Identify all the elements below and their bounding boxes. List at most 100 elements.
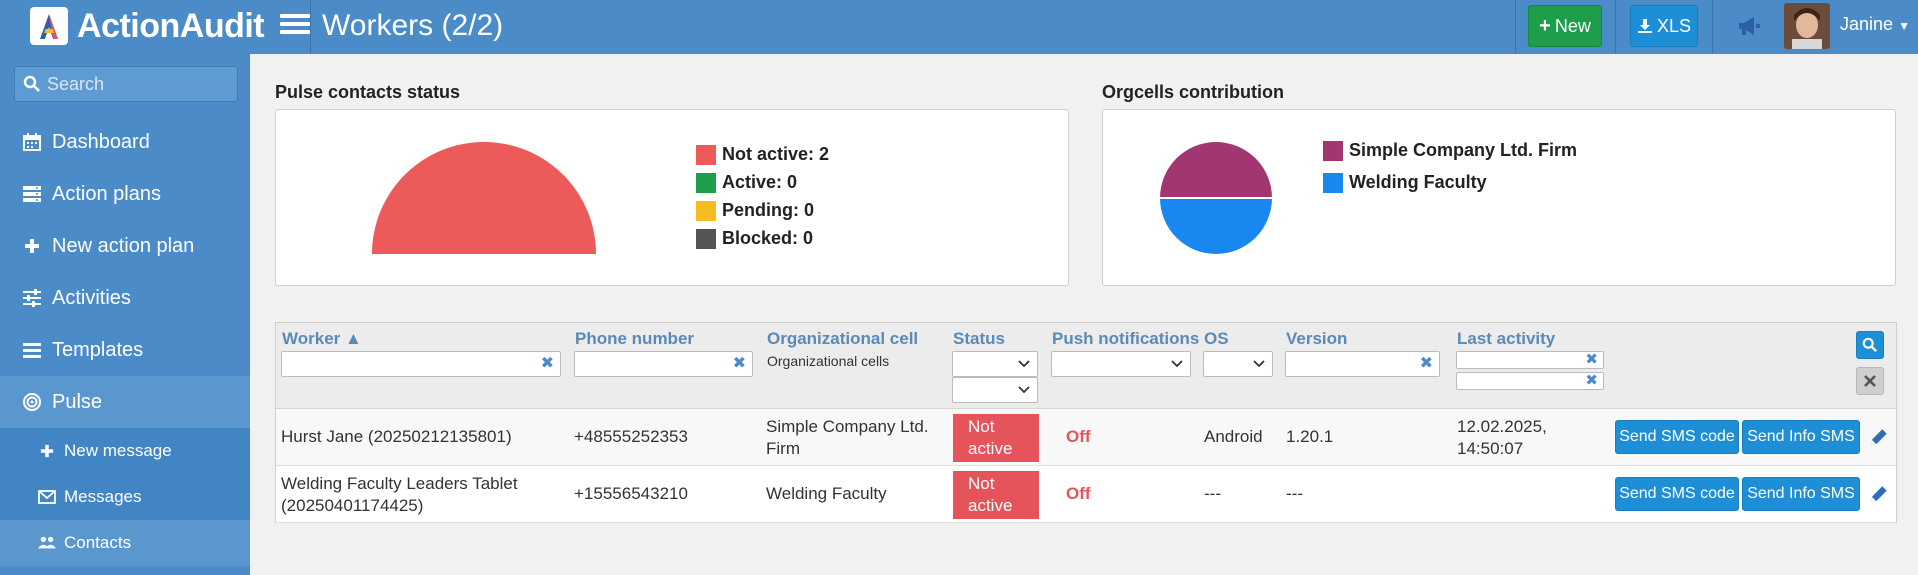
logo[interactable]: ActionAudit bbox=[30, 6, 265, 46]
table-row: Hurst Jane (20250212135801) +48555252353… bbox=[276, 409, 1896, 466]
send-info-sms-button[interactable]: Send Info SMS bbox=[1742, 477, 1860, 511]
sidebar-subitem-new-message[interactable]: New message bbox=[0, 428, 250, 474]
last-activity-time: 14:50:07 bbox=[1457, 439, 1524, 458]
column-header-version[interactable]: Version bbox=[1286, 329, 1348, 348]
divider bbox=[310, 0, 311, 54]
column-header-worker[interactable]: Worker ▲ bbox=[282, 329, 362, 348]
legend-label: Pending: 0 bbox=[722, 200, 815, 220]
sidebar-subitem-contacts[interactable]: Contacts bbox=[0, 520, 250, 566]
chevron-down-icon bbox=[1018, 386, 1030, 394]
sidebar-item-dashboard[interactable]: Dashboard bbox=[0, 116, 250, 168]
search-input[interactable] bbox=[47, 73, 237, 95]
push-status: Off bbox=[1066, 484, 1091, 503]
clear-icon[interactable]: ✖ bbox=[540, 355, 554, 372]
legend-item-active: Active: 0 bbox=[696, 172, 797, 193]
pencil-icon[interactable] bbox=[1868, 483, 1890, 505]
sidebar-item-label: Dashboard bbox=[52, 130, 150, 153]
os-value: Android bbox=[1204, 427, 1263, 446]
orgcell-filter[interactable]: Organizational cells bbox=[767, 353, 890, 369]
orgcell-name: Welding Faculty bbox=[766, 484, 887, 503]
sidebar-search[interactable] bbox=[14, 66, 238, 102]
sidebar-subitem-messages[interactable]: Messages bbox=[0, 474, 250, 520]
worker-name[interactable]: Hurst Jane (20250212135801) bbox=[281, 427, 512, 446]
search-filter-button[interactable] bbox=[1856, 331, 1884, 359]
orgcell-line: Simple Company Ltd. bbox=[766, 417, 929, 436]
sidebar-subitem-label: Messages bbox=[64, 487, 142, 506]
clear-icon[interactable]: ✖ bbox=[1585, 372, 1598, 389]
last-activity-from-input[interactable]: ✖ bbox=[1456, 351, 1604, 369]
plus-icon bbox=[22, 236, 42, 256]
push-filter-select[interactable] bbox=[1051, 351, 1191, 377]
clear-filter-button[interactable] bbox=[1856, 367, 1884, 395]
server-icon bbox=[22, 184, 42, 204]
column-header-last-activity[interactable]: Last activity bbox=[1457, 329, 1556, 348]
version-filter-input[interactable]: ✖ bbox=[1285, 351, 1440, 377]
column-header-phone[interactable]: Phone number bbox=[575, 329, 695, 348]
user-name: Janine bbox=[1840, 14, 1894, 34]
sidebar-item-activities[interactable]: Activities bbox=[0, 272, 250, 324]
sidebar-item-action-plans[interactable]: Action plans bbox=[0, 168, 250, 220]
envelope-icon bbox=[38, 488, 56, 506]
top-bar: ActionAudit Workers (2/2) + New XLS Jani… bbox=[0, 0, 1918, 54]
send-sms-code-button[interactable]: Send SMS code bbox=[1615, 420, 1739, 454]
divider bbox=[1712, 0, 1713, 54]
menu-toggle-icon[interactable] bbox=[280, 10, 310, 40]
pie-slice-welding-faculty[interactable] bbox=[1160, 198, 1272, 254]
legend-label: Welding Faculty bbox=[1349, 172, 1487, 192]
close-icon bbox=[1864, 375, 1876, 387]
pie-slice-not-active[interactable] bbox=[372, 142, 596, 254]
worker-name-line: (20250401174425) bbox=[281, 496, 424, 515]
version-value: --- bbox=[1286, 484, 1303, 503]
sliders-icon bbox=[22, 288, 42, 308]
column-header-push[interactable]: Push notifications bbox=[1052, 329, 1200, 348]
phone-number: +48555252353 bbox=[574, 427, 688, 446]
chevron-down-icon bbox=[1253, 360, 1265, 368]
megaphone-icon[interactable] bbox=[1736, 14, 1762, 38]
sidebar-subitem-label: New message bbox=[64, 441, 172, 460]
last-activity-to-input[interactable]: ✖ bbox=[1456, 372, 1604, 390]
os-filter-select[interactable] bbox=[1203, 351, 1273, 377]
search-icon bbox=[23, 75, 40, 92]
legend-item-not-active: Not active: 2 bbox=[696, 144, 829, 165]
pulse-status-panel: Not active: 2 Active: 0 Pending: 0 Block… bbox=[275, 109, 1069, 286]
worker-filter-input[interactable]: ✖ bbox=[281, 351, 561, 377]
sidebar-item-templates[interactable]: Templates bbox=[0, 324, 250, 376]
clear-icon[interactable]: ✖ bbox=[1419, 355, 1433, 372]
legend-item-simple-company: Simple Company Ltd. Firm bbox=[1323, 140, 1577, 161]
pulse-status-title: Pulse contacts status bbox=[275, 82, 461, 102]
sidebar: Dashboard Action plans New action plan A… bbox=[0, 54, 250, 575]
orgcells-chart bbox=[1160, 142, 1272, 254]
legend-swatch bbox=[696, 172, 716, 193]
worker-name[interactable]: Welding Faculty Leaders Tablet (20250401… bbox=[281, 473, 518, 517]
phone-filter-input[interactable]: ✖ bbox=[574, 351, 753, 377]
plus-icon: + bbox=[1539, 15, 1551, 37]
sidebar-item-label: Templates bbox=[52, 338, 144, 361]
column-header-orgcell[interactable]: Organizational cell bbox=[767, 329, 919, 348]
pencil-icon[interactable] bbox=[1868, 426, 1890, 448]
status-filter-select-2[interactable] bbox=[952, 377, 1038, 403]
page-title: Workers (2/2) bbox=[322, 9, 504, 42]
avatar[interactable] bbox=[1784, 3, 1830, 49]
sidebar-item-pulse[interactable]: Pulse bbox=[0, 376, 250, 428]
divider bbox=[1515, 0, 1516, 54]
clear-icon[interactable]: ✖ bbox=[1585, 351, 1598, 368]
xls-export-button[interactable]: XLS bbox=[1630, 5, 1698, 47]
column-header-status[interactable]: Status bbox=[953, 329, 1005, 348]
status-filter-select[interactable] bbox=[952, 351, 1038, 377]
status-line: active bbox=[968, 439, 1013, 458]
legend-swatch bbox=[696, 228, 716, 249]
send-info-sms-button[interactable]: Send Info SMS bbox=[1742, 420, 1860, 454]
clear-icon[interactable]: ✖ bbox=[732, 355, 746, 372]
table-row: Welding Faculty Leaders Tablet (20250401… bbox=[276, 466, 1896, 523]
new-button[interactable]: + New bbox=[1528, 5, 1602, 47]
legend-swatch bbox=[1323, 172, 1343, 193]
pie-slice-simple-company[interactable] bbox=[1160, 142, 1272, 198]
column-header-os[interactable]: OS bbox=[1204, 329, 1229, 348]
search-icon bbox=[1862, 337, 1878, 353]
calendar-icon bbox=[22, 132, 42, 152]
pulse-status-chart bbox=[372, 142, 596, 254]
sidebar-item-new-action-plan[interactable]: New action plan bbox=[0, 220, 250, 272]
user-menu[interactable]: Janine ▼ bbox=[1840, 14, 1910, 35]
status-line: Not bbox=[968, 474, 995, 493]
send-sms-code-button[interactable]: Send SMS code bbox=[1615, 477, 1739, 511]
